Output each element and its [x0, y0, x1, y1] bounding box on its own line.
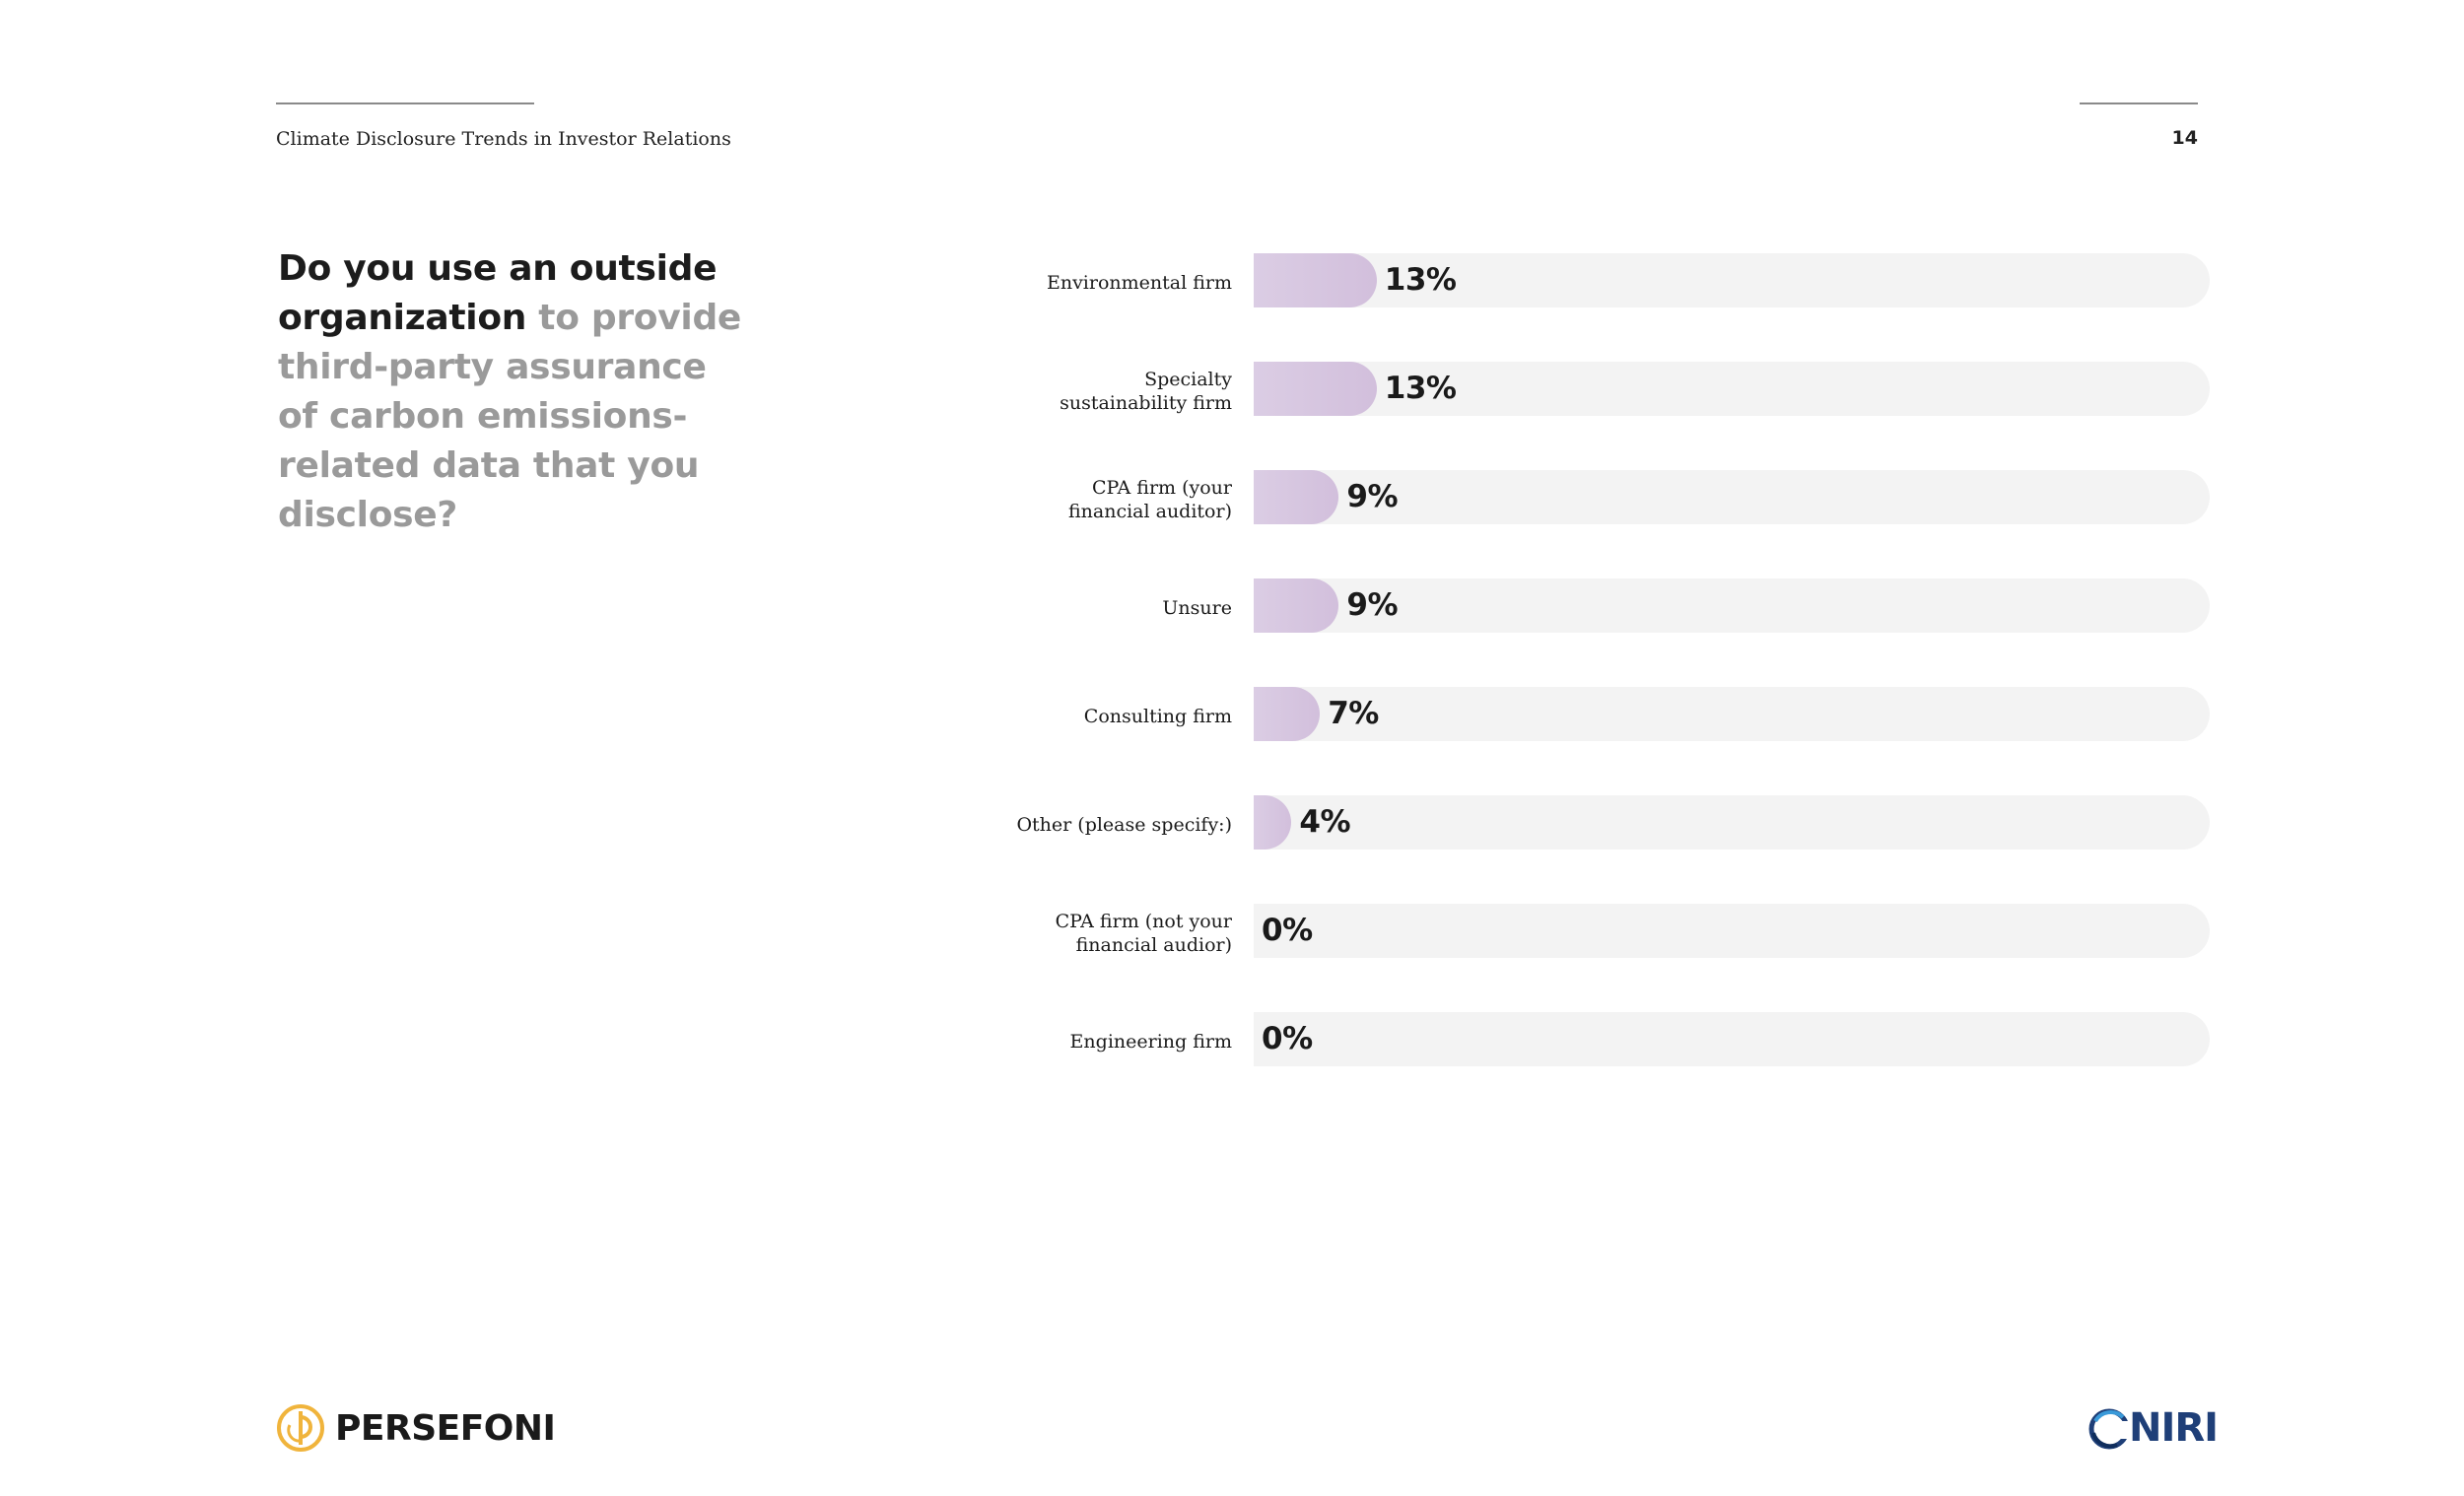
- value-label: 4%: [1299, 804, 1351, 840]
- report-title: Climate Disclosure Trends in Investor Re…: [276, 128, 731, 150]
- bar: [1254, 470, 1339, 524]
- page-number: 14: [2171, 127, 2198, 149]
- category-label: Engineering firm: [1069, 1030, 1232, 1053]
- question-heading: Do you use an outside organization to pr…: [278, 244, 751, 540]
- category-label: Unsure: [1162, 596, 1232, 619]
- category-label: Environmental firm: [1046, 271, 1232, 294]
- value-label: 7%: [1328, 696, 1379, 731]
- value-label: 0%: [1262, 1021, 1313, 1056]
- persefoni-wordmark: PERSEFONI: [335, 1407, 556, 1449]
- persefoni-mark-icon: [277, 1404, 324, 1452]
- question-strong: Do you use an outside organization: [278, 248, 718, 338]
- category-label: Specialty sustainability firm: [1060, 368, 1232, 414]
- bar-track: 0%: [1254, 904, 2210, 958]
- header-rule-left: [276, 102, 534, 104]
- bar-track: 4%: [1254, 795, 2210, 850]
- category-label: Other (please specify:): [1016, 813, 1232, 836]
- niri-globe-icon: [2088, 1408, 2133, 1450]
- bar-track: 9%: [1254, 578, 2210, 633]
- bar-track: 9%: [1254, 470, 2210, 524]
- value-label: 9%: [1346, 587, 1399, 623]
- category-label: CPA firm (not your financial audior): [1055, 910, 1232, 956]
- value-label: 0%: [1262, 913, 1313, 948]
- bar-track: 0%: [1254, 1012, 2210, 1066]
- bar: [1254, 578, 1339, 633]
- header-rule-right: [2080, 102, 2198, 104]
- bar: [1254, 687, 1321, 741]
- niri-wordmark: NIRI: [2129, 1405, 2219, 1451]
- persefoni-logo: PERSEFONI: [276, 1401, 556, 1455]
- category-label: Consulting firm: [1083, 705, 1232, 727]
- question-muted: to provide third-party assurance of carb…: [278, 298, 742, 535]
- bar-track: 13%: [1254, 253, 2210, 307]
- value-label: 13%: [1384, 371, 1457, 406]
- value-label: 9%: [1346, 479, 1399, 514]
- category-label: CPA firm (your financial auditor): [1067, 476, 1232, 522]
- niri-logo: NIRI: [2088, 1401, 2219, 1455]
- bar-track: 13%: [1254, 362, 2210, 416]
- value-label: 13%: [1384, 262, 1457, 298]
- bar: [1254, 253, 1377, 307]
- bar-track: 7%: [1254, 687, 2210, 741]
- bar: [1254, 362, 1377, 416]
- bar: [1254, 795, 1292, 850]
